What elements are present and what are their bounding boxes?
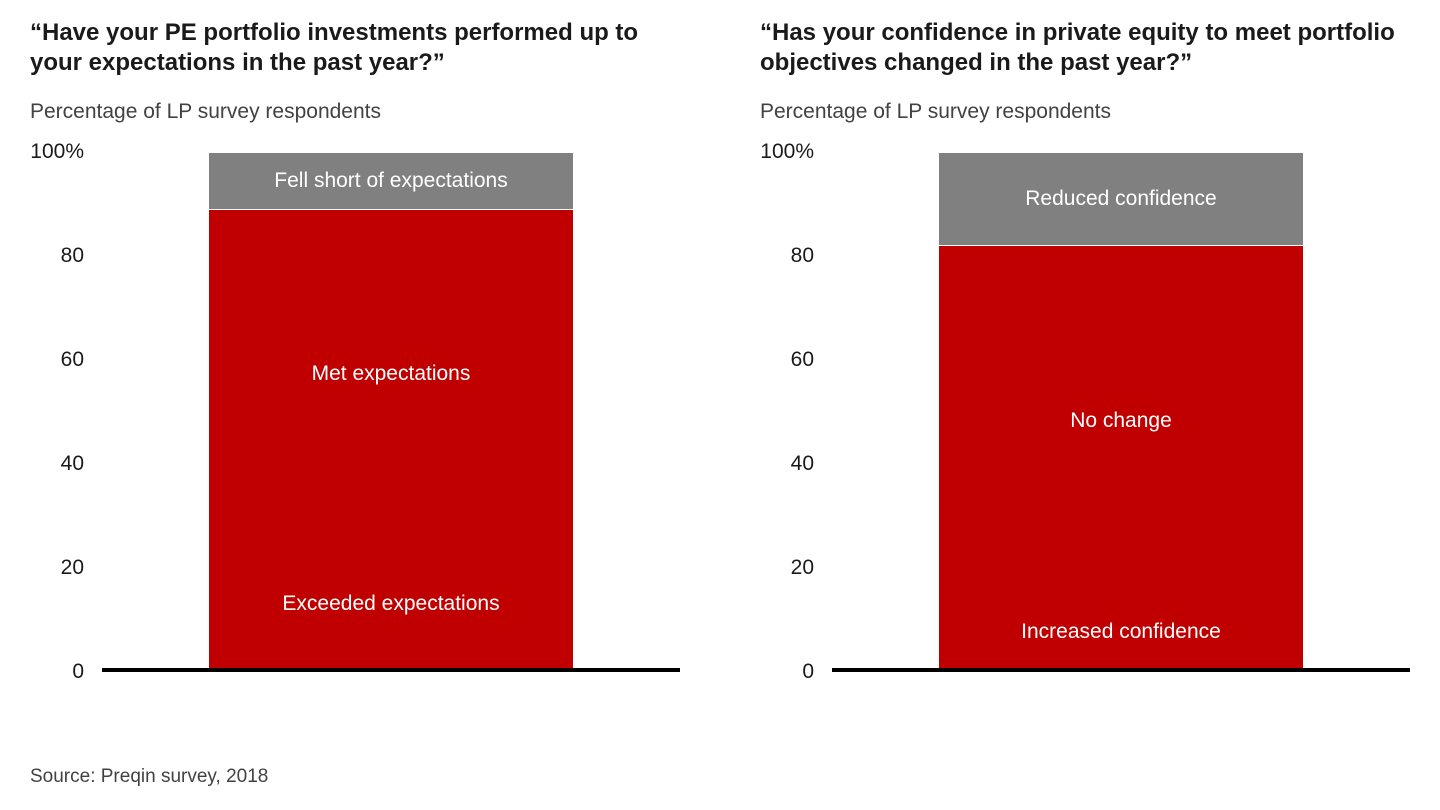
y-tick: 20 [791, 556, 814, 580]
y-axis: 100%806040200 [30, 152, 102, 672]
chart-subtitle: Percentage of LP survey respondents [30, 100, 680, 124]
bar-segment: Fell short of expectations [209, 152, 573, 209]
y-tick: 80 [61, 244, 84, 268]
y-tick: 60 [61, 348, 84, 372]
y-tick: 0 [72, 660, 84, 684]
plot-wrap: 100%806040200 Increased confidenceNo cha… [760, 152, 1410, 672]
bar-segment: Exceeded expectations [209, 539, 573, 668]
segment-label: Increased confidence [1021, 620, 1221, 644]
chart-panel-confidence: “Has your confidence in private equity t… [760, 18, 1410, 672]
chart-title: “Have your PE portfolio investments perf… [30, 18, 680, 78]
segment-label: Fell short of expectations [274, 169, 507, 193]
bar-segment: Increased confidence [939, 596, 1303, 668]
y-tick: 100% [760, 140, 814, 164]
y-tick: 60 [791, 348, 814, 372]
y-tick: 40 [61, 452, 84, 476]
y-tick: 40 [791, 452, 814, 476]
segment-label: Exceeded expectations [282, 592, 499, 616]
plot-area: Increased confidence No change Reduced con… [832, 152, 1410, 672]
bar-segment: No change [939, 245, 1303, 596]
y-tick: 20 [61, 556, 84, 580]
segment-label: No change [1070, 409, 1172, 433]
chart-panel-performance: “Have your PE portfolio investments perf… [30, 18, 680, 672]
y-tick: 100% [30, 140, 84, 164]
segment-label: Reduced confidence [1025, 187, 1216, 211]
chart-subtitle: Percentage of LP survey respondents [760, 100, 1410, 124]
source-text: Source: Preqin survey, 2018 [30, 766, 268, 788]
chart-title: “Has your confidence in private equity t… [760, 18, 1410, 78]
plot-wrap: 100%806040200 Exceeded expectationsMet e… [30, 152, 680, 672]
bar-segment: Met expectations [209, 209, 573, 539]
segment-label: Met expectations [312, 362, 471, 386]
charts-row: “Have your PE portfolio investments perf… [30, 18, 1410, 672]
y-tick: 0 [802, 660, 814, 684]
y-tick: 80 [791, 244, 814, 268]
y-axis: 100%806040200 [760, 152, 832, 672]
stacked-bar: Exceeded expectations Met expectations Fel… [209, 152, 573, 668]
stacked-bar: Increased confidence No change Reduced con… [939, 152, 1303, 668]
bar-segment: Reduced confidence [939, 152, 1303, 245]
plot-area: Exceeded expectations Met expectations Fel… [102, 152, 680, 672]
